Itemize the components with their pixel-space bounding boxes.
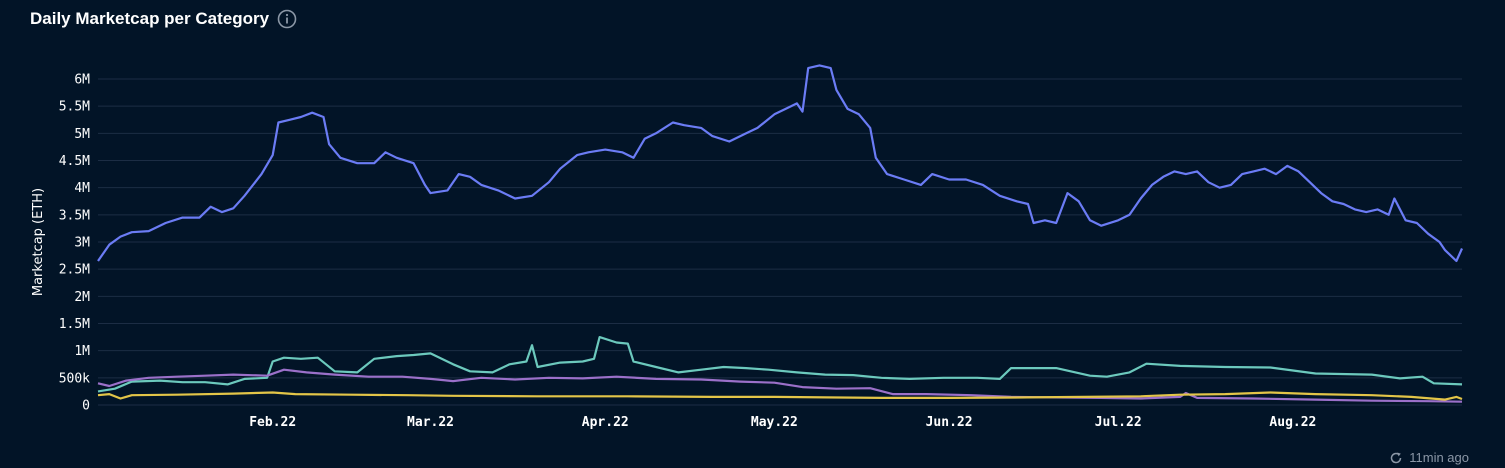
- y-tick-label: 3.5M: [59, 208, 90, 223]
- chart-header: Daily Marketcap per Category: [30, 6, 297, 32]
- x-tick-label: Feb.22: [249, 415, 296, 430]
- series-line-2[interactable]: [97, 336, 1463, 393]
- refresh-icon: [1391, 452, 1402, 463]
- y-tick-label: 4.5M: [59, 154, 90, 169]
- info-icon[interactable]: [277, 9, 297, 29]
- y-tick-label: 5M: [74, 127, 90, 142]
- x-tick-label: Mar.22: [407, 415, 454, 430]
- y-axis-ticks: 0 500k 1M 1.5M 2M 2.5M 3M 3.5M 4M 4.5M 5M 5.5M 6M: [59, 73, 90, 414]
- y-tick-label: 0: [82, 399, 90, 414]
- series-line-3[interactable]: [97, 368, 1463, 403]
- grid-lines: [98, 78, 1462, 406]
- x-tick-label: Apr.22: [582, 415, 629, 430]
- x-tick-label: Jun.22: [926, 415, 973, 430]
- x-tick-label: Aug.22: [1269, 415, 1316, 430]
- series-line-4[interactable]: [97, 391, 1463, 401]
- y-tick-label: 2.5M: [59, 263, 90, 278]
- y-tick-label: 3M: [74, 236, 90, 251]
- y-axis-label: Marketcap (ETH): [31, 188, 46, 296]
- y-tick-label: 500k: [59, 371, 90, 386]
- series-lines: [97, 64, 1464, 403]
- x-tick-label: May.22: [751, 415, 798, 430]
- last-updated-text: 11min ago: [1409, 450, 1469, 465]
- x-tick-label: Jul.22: [1095, 415, 1142, 430]
- y-tick-label: 5.5M: [59, 100, 90, 115]
- last-updated: 11min ago: [1389, 450, 1469, 465]
- y-tick-label: 4M: [74, 181, 90, 196]
- chart-title: Daily Marketcap per Category: [30, 9, 270, 28]
- x-axis-ticks: Feb.22 Mar.22 Apr.22 May.22 Jun.22 Jul.22 Aug.…: [249, 415, 1316, 430]
- y-tick-label: 2M: [74, 290, 90, 305]
- y-tick-label: 1.5M: [59, 317, 90, 332]
- y-tick-label: 6M: [74, 73, 90, 88]
- series-line-1[interactable]: [97, 64, 1464, 263]
- y-tick-label: 1M: [74, 344, 90, 359]
